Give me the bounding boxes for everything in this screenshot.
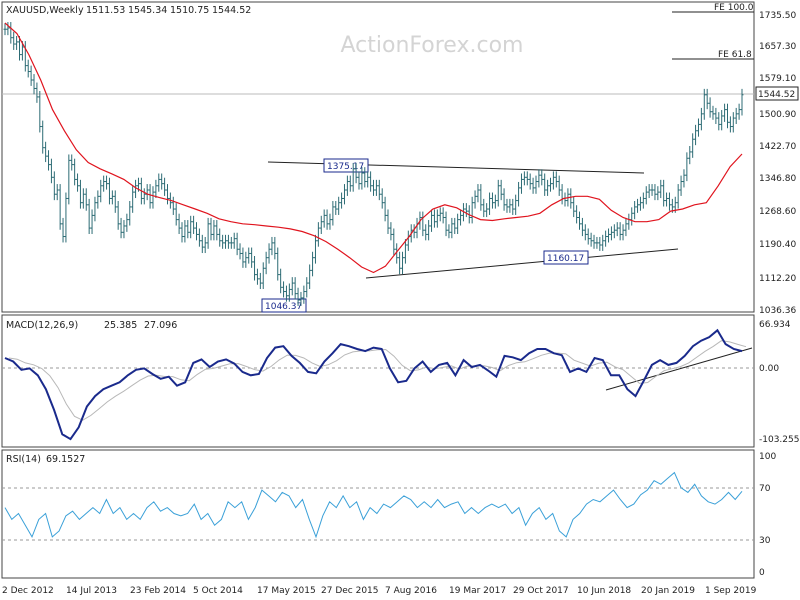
lower-trendline — [365, 248, 679, 279]
rsi-tick-label: 30 — [759, 536, 771, 546]
price-tick-label: 1500.90 — [759, 110, 796, 120]
macd-value: 25.385 — [104, 320, 137, 331]
price-panel-frame — [1, 1, 755, 313]
ohlc-high: 1545.34 — [128, 5, 167, 16]
moving-average-line — [4, 22, 743, 274]
x-tick-label: 1 Sep 2019 — [705, 586, 757, 596]
macd-tick-label: -103.255 — [759, 435, 799, 445]
macd-title: MACD(12,26,9) — [6, 320, 78, 331]
x-axis: 2 Dec 2012 14 Jul 2013 23 Feb 2014 5 Oct… — [2, 586, 757, 596]
x-tick-label: 14 Jul 2013 — [66, 586, 117, 596]
annotation-1375: 1375.17 — [327, 162, 364, 172]
annotation-box-1046 — [261, 298, 307, 313]
x-tick-label: 7 Aug 2016 — [385, 586, 437, 596]
rsi-panel-frame — [1, 449, 755, 579]
rsi-title: RSI(14) — [6, 454, 41, 465]
price-tick-label: 1579.10 — [759, 74, 796, 84]
annotation-box-1160 — [543, 250, 589, 265]
price-tick-label: 1346.80 — [759, 174, 796, 184]
rsi-tick-label: 70 — [759, 484, 771, 494]
annotation-1046: 1046.37 — [265, 302, 302, 312]
rsi-y-axis: 100 70 30 0 — [759, 452, 776, 578]
ohlc-open: 1511.53 — [86, 5, 125, 16]
macd-line — [4, 328, 743, 441]
last-price-badge — [755, 86, 799, 101]
price-tick-label: 1112.20 — [759, 274, 796, 284]
price-tick-label: 1657.30 — [759, 42, 796, 52]
watermark: ActionForex.com — [341, 33, 524, 58]
macd-tick-label: 66.934 — [759, 320, 791, 330]
macd-layer — [4, 328, 747, 441]
price-title: XAUUSD,Weekly — [6, 5, 84, 16]
x-tick-label: 27 Dec 2015 — [321, 586, 379, 596]
price-y-axis: 1735.50 1657.30 1579.10 1500.90 1422.70 … — [759, 11, 796, 316]
x-tick-label: 5 Oct 2014 — [193, 586, 243, 596]
x-tick-label: 10 Jun 2018 — [577, 586, 631, 596]
macd-tick-label: 0.00 — [759, 364, 779, 374]
macd-panel-frame — [1, 314, 755, 448]
annotation-1160: 1160.17 — [547, 254, 584, 264]
last-price-label: 1544.52 — [758, 90, 795, 100]
rsi-layer — [4, 471, 743, 539]
rsi-tick-label: 0 — [759, 568, 765, 578]
annotation-box-1375 — [323, 158, 369, 173]
price-tick-label: 1036.36 — [759, 306, 796, 316]
price-tick-label: 1735.50 — [759, 11, 796, 21]
rsi-line — [4, 471, 743, 539]
x-tick-label: 17 May 2015 — [257, 586, 316, 596]
fe618-label: FE 61.8 — [718, 50, 752, 60]
fe100-label: FE 100.0 — [714, 3, 754, 13]
x-tick-label: 23 Feb 2014 — [130, 586, 186, 596]
ohlc-low: 1510.75 — [170, 5, 209, 16]
x-tick-label: 20 Jan 2019 — [641, 586, 695, 596]
x-tick-label: 19 Mar 2017 — [449, 586, 506, 596]
rsi-value: 69.1527 — [46, 454, 85, 465]
price-tick-label: 1422.70 — [759, 142, 796, 152]
macd-signal-value: 27.096 — [144, 320, 177, 331]
ohlc-close: 1544.52 — [212, 5, 251, 16]
price-bars — [3, 22, 744, 306]
price-ma — [4, 22, 743, 274]
macd-signal-line — [8, 340, 747, 421]
macd-trendline — [605, 347, 753, 391]
x-tick-label: 2 Dec 2012 — [2, 586, 54, 596]
macd-y-axis: 66.934 0.00 -103.255 — [759, 320, 799, 445]
price-tick-label: 1268.60 — [759, 207, 796, 217]
rsi-tick-label: 100 — [759, 452, 776, 462]
price-tick-label: 1190.40 — [759, 240, 796, 250]
x-tick-label: 29 Oct 2017 — [513, 586, 569, 596]
